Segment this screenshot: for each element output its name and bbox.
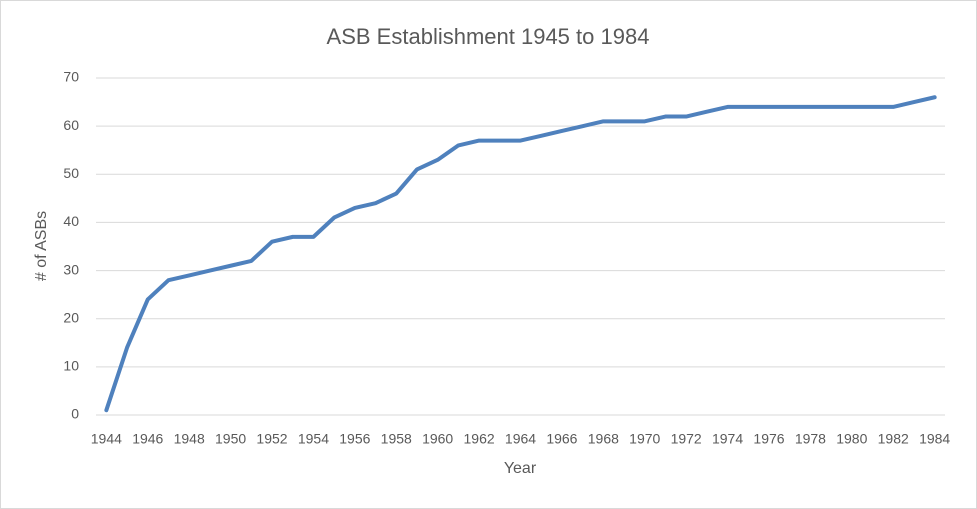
x-tick-label: 1974 (712, 431, 743, 447)
x-tick-label: 1984 (919, 431, 950, 447)
data-line (104, 95, 937, 413)
chart-title: ASB Establishment 1945 to 1984 (327, 24, 650, 49)
y-tick-label: 20 (63, 309, 79, 325)
x-axis-title: Year (504, 460, 537, 477)
y-tick-label: 40 (63, 213, 79, 229)
x-tick-label: 1950 (215, 431, 246, 447)
x-tick-label: 1976 (753, 431, 784, 447)
y-tick-label: 70 (63, 69, 79, 85)
x-tick-label: 1944 (91, 431, 122, 447)
x-tick-label: 1970 (629, 431, 660, 447)
x-tick-label: 1978 (795, 431, 826, 447)
x-tick-label: 1972 (671, 431, 702, 447)
y-tick-label: 60 (63, 117, 79, 133)
x-tick-label: 1964 (505, 431, 536, 447)
x-tick-label: 1968 (588, 431, 619, 447)
x-tick-label: 1962 (464, 431, 495, 447)
x-tick-label: 1948 (174, 431, 205, 447)
y-tick-label: 50 (63, 165, 79, 181)
x-tick-label: 1946 (132, 431, 163, 447)
x-tick-label: 1966 (546, 431, 577, 447)
x-tick-label: 1952 (256, 431, 287, 447)
x-tick-label: 1958 (381, 431, 412, 447)
y-tick-label: 10 (63, 358, 79, 374)
y-tick-label: 30 (63, 261, 79, 277)
y-tick-label: 0 (71, 406, 79, 422)
x-tick-label: 1960 (422, 431, 453, 447)
x-tick-label: 1954 (298, 431, 329, 447)
x-tick-label: 1982 (878, 431, 909, 447)
x-tick-label: 1956 (339, 431, 370, 447)
x-tick-label: 1980 (836, 431, 867, 447)
y-axis-title: # of ASBs (33, 211, 50, 281)
